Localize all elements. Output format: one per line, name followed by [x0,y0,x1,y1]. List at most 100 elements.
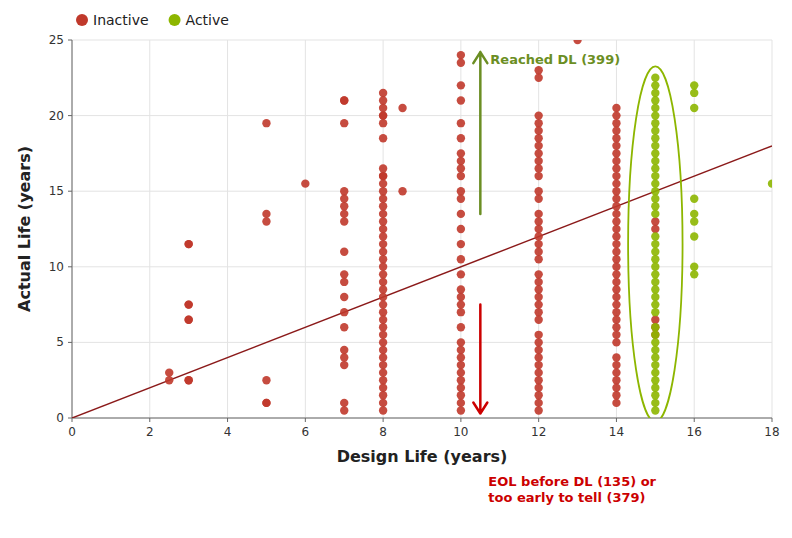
point [651,202,659,210]
point [379,255,387,263]
point [340,96,348,104]
point [340,195,348,203]
point [165,368,173,376]
point [612,308,620,316]
chart: 0246810121416180510152025Design Life (ye… [0,0,792,538]
point [612,240,620,248]
point [379,247,387,255]
point [534,134,542,142]
point [534,255,542,263]
point [612,111,620,119]
point [379,331,387,339]
point [262,399,270,407]
y-tick [68,115,72,116]
point [612,270,620,278]
grid-line [72,418,772,419]
point [457,134,465,142]
point [379,179,387,187]
grid-line [72,266,772,267]
x-tick-label: 16 [687,425,702,439]
point [379,232,387,240]
point [573,40,581,44]
point [379,338,387,346]
point [340,361,348,369]
point [612,202,620,210]
annotation-line: too early to tell (379) [488,490,645,505]
point [612,285,620,293]
point [379,217,387,225]
point [612,316,620,324]
point [612,179,620,187]
point [534,240,542,248]
grid-line [72,342,772,343]
x-tick [616,418,617,422]
point [534,368,542,376]
point [534,149,542,157]
point [612,368,620,376]
point [457,81,465,89]
point [534,376,542,384]
point [651,255,659,263]
point [612,338,620,346]
point [651,119,659,127]
y-axis [72,40,73,418]
legend-swatch [76,14,88,26]
point [340,293,348,301]
point [534,195,542,203]
point [651,172,659,180]
point [398,104,406,112]
point [340,119,348,127]
x-tick-label: 10 [453,425,468,439]
point [651,323,659,331]
point [690,232,698,240]
point [457,58,465,66]
point [690,210,698,218]
grid [72,40,772,418]
arrow [473,305,487,414]
point [612,353,620,361]
point [612,134,620,142]
point [612,384,620,392]
y-tick-label: 25 [49,33,64,47]
point [651,300,659,308]
point [379,187,387,195]
point [379,270,387,278]
point [457,300,465,308]
point [379,172,387,180]
ellipse [628,66,682,418]
grid-line [227,40,228,418]
point [534,172,542,180]
point [534,164,542,172]
x-tick-label: 2 [146,425,154,439]
point [534,285,542,293]
point [340,278,348,286]
point [651,308,659,316]
x-tick [383,418,384,422]
point [612,149,620,157]
point [690,195,698,203]
series-inactive [165,40,660,415]
point [534,74,542,82]
point [340,323,348,331]
point [651,293,659,301]
point [457,157,465,165]
point [651,134,659,142]
point [379,399,387,407]
point [457,255,465,263]
annotation: EOL before DL (135) ortoo early to tell … [488,474,656,505]
point [612,255,620,263]
point [534,406,542,414]
point [301,179,309,187]
point [340,202,348,210]
point [457,384,465,392]
point [612,210,620,218]
x-axis-label: Design Life (years) [337,447,508,466]
point [184,316,192,324]
point [690,270,698,278]
point [379,353,387,361]
point [457,285,465,293]
x-tick [772,418,773,422]
x-tick [227,418,228,422]
y-tick [68,418,72,419]
x-tick [149,418,150,422]
